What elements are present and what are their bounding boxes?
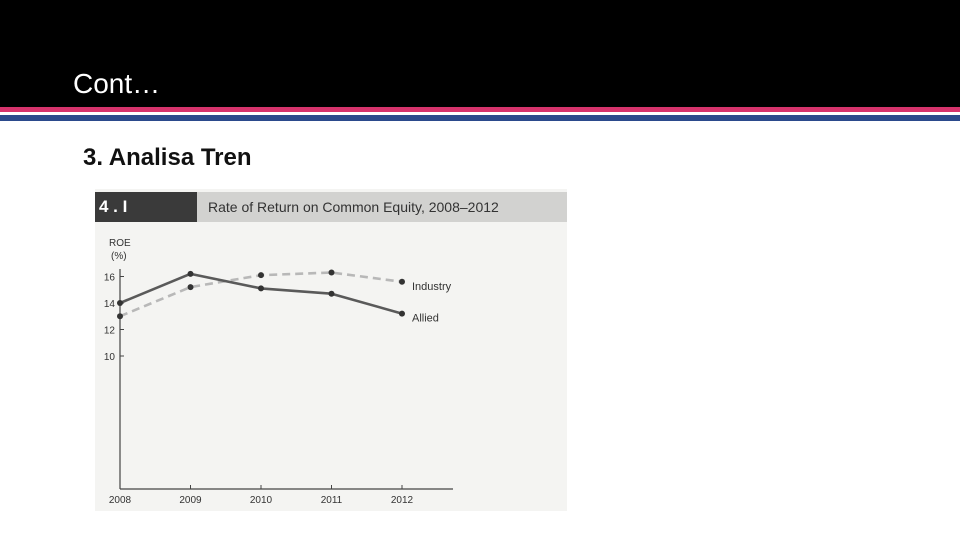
chart-title: Rate of Return on Common Equity, 2008–20… [208, 199, 499, 215]
figure-number: 4 . I [95, 192, 197, 222]
data-point-allied [258, 285, 264, 292]
data-point-industry [258, 272, 264, 279]
y-axis-unit-label: (%) [111, 251, 127, 262]
header-stripe-pink [0, 107, 960, 112]
series-label-industry: Industry [412, 281, 452, 293]
slide-header: Cont… [0, 0, 960, 107]
data-point-allied [328, 290, 335, 297]
x-tick-label: 2008 [109, 495, 132, 506]
series-line-industry [119, 271, 403, 318]
y-tick-label: 10 [104, 352, 116, 363]
y-tick-label: 14 [104, 299, 116, 310]
data-point-allied [399, 310, 405, 317]
series-label-allied: Allied [412, 313, 439, 325]
data-point-allied [187, 270, 194, 277]
x-tick-label: 2011 [321, 495, 343, 506]
data-point-industry [187, 284, 194, 291]
data-point-allied [117, 300, 123, 306]
y-axis-label: ROE [109, 238, 131, 249]
figure-panel: 4 . I Rate of Return on Common Equity, 2… [95, 189, 567, 511]
header-stripe-gap [0, 112, 960, 115]
x-tick-label: 2009 [179, 495, 202, 506]
roe-line-chart: ROE (%) 10 12 14 16 2008 2009 2010 2011 2012 Indust… [104, 238, 453, 506]
header-stripe-blue [0, 115, 960, 121]
x-tick-label: 2012 [391, 495, 414, 506]
series-line-allied [119, 272, 403, 315]
data-point-industry [117, 313, 123, 320]
slide-title: Cont… [73, 68, 161, 99]
y-tick-label: 12 [104, 326, 116, 337]
slide-subtitle: 3. Analisa Tren [83, 144, 252, 171]
data-point-industry [328, 269, 335, 276]
data-point-industry [399, 278, 405, 285]
x-tick-label: 2010 [250, 495, 273, 506]
y-tick-label: 16 [104, 273, 116, 284]
